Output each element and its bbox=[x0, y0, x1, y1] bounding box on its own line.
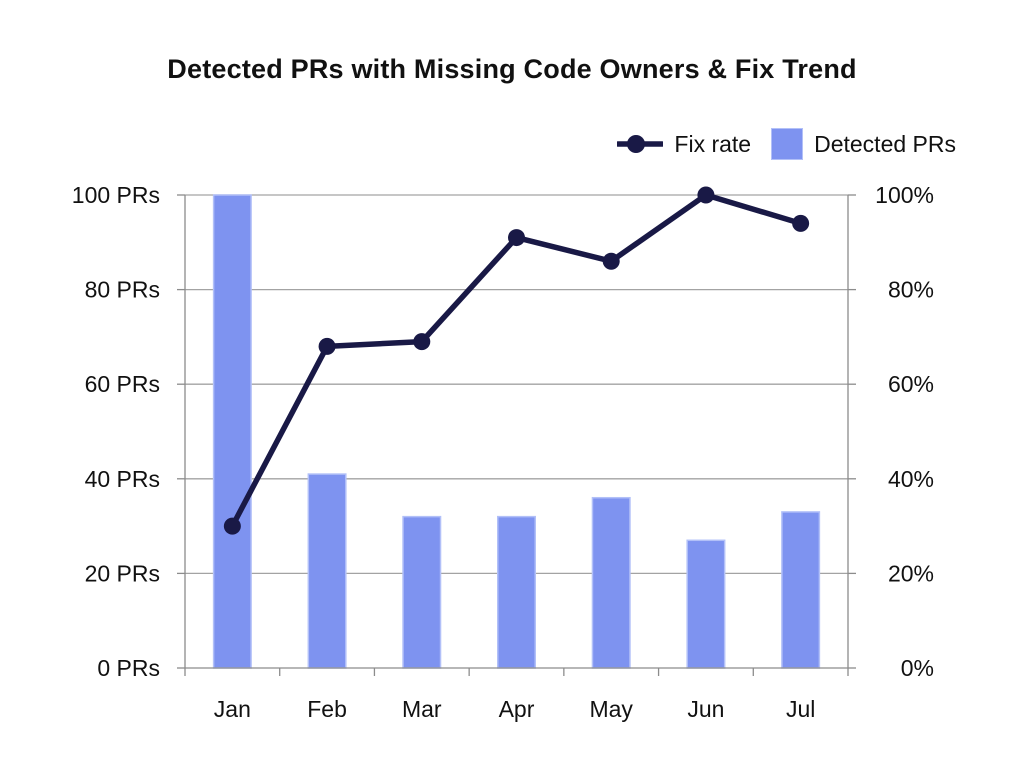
x-month-label-jul: Jul bbox=[786, 696, 815, 722]
fix-rate-point-jul bbox=[792, 214, 810, 232]
chart-title: Detected PRs with Missing Code Owners & … bbox=[167, 54, 857, 84]
legend-label-fix-rate: Fix rate bbox=[674, 130, 752, 157]
fix-rate-point-may bbox=[602, 252, 620, 270]
x-month-label-apr: Apr bbox=[499, 696, 535, 722]
bar-jun bbox=[686, 539, 726, 669]
y-left-tick-label: 40 PRs bbox=[85, 466, 160, 492]
y-left-tick-label: 0 PRs bbox=[97, 655, 160, 681]
legend-item-fix-rate: Fix rate bbox=[617, 130, 752, 157]
bar-may bbox=[591, 496, 631, 669]
fix-rate-point-apr bbox=[508, 229, 525, 247]
x-month-label-feb: Feb bbox=[307, 696, 347, 722]
x-month-label-jun: Jun bbox=[687, 696, 724, 722]
bar-feb bbox=[307, 473, 347, 669]
y-left-tick-label: 100 PRs bbox=[72, 182, 160, 208]
y-right-tick-label: 40% bbox=[888, 466, 934, 492]
bar-apr bbox=[497, 515, 536, 669]
x-month-label-jan: Jan bbox=[214, 696, 251, 722]
y-right-tick-label: 20% bbox=[888, 560, 934, 586]
legend-label-detected-prs: Detected PRs bbox=[814, 130, 956, 157]
fix-rate-point-feb bbox=[318, 337, 336, 355]
fix-rate-line-marker-icon bbox=[617, 135, 664, 153]
y-left-tick-label: 20 PRs bbox=[85, 560, 160, 586]
fix-rate-point-jan bbox=[223, 517, 241, 535]
y-left-tick-label: 80 PRs bbox=[85, 277, 160, 303]
legend: Fix rate Detected PRs bbox=[617, 128, 956, 160]
detected-prs-swatch-icon bbox=[771, 128, 804, 160]
bar-jan bbox=[212, 194, 252, 669]
fix-rate-point-jun bbox=[697, 186, 715, 204]
y-right-tick-label: 80% bbox=[888, 277, 934, 303]
y-left-tick-label: 60 PRs bbox=[85, 371, 160, 397]
x-month-label-may: May bbox=[589, 696, 633, 722]
bar-jul bbox=[781, 511, 821, 669]
bar-mar bbox=[402, 515, 442, 669]
y-right-tick-label: 60% bbox=[888, 371, 934, 397]
x-month-label-mar: Mar bbox=[402, 696, 442, 722]
y-right-tick-label: 100% bbox=[875, 182, 934, 208]
y-right-tick-label: 0% bbox=[901, 655, 934, 681]
fix-rate-point-mar bbox=[413, 333, 431, 351]
legend-item-detected-prs: Detected PRs bbox=[771, 128, 956, 160]
